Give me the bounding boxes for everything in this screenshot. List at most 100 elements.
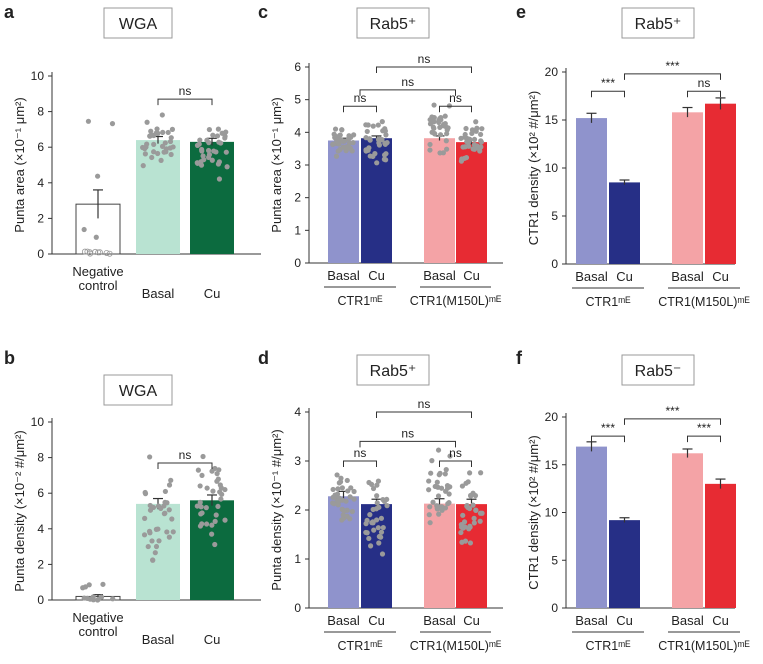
significance-label: *** [665, 404, 679, 418]
significance-label: ns [449, 446, 462, 460]
y-tick-label: 20 [545, 410, 559, 424]
data-point [144, 119, 150, 125]
bar-c-3 [424, 138, 455, 263]
data-point [335, 502, 341, 508]
data-point [427, 141, 433, 148]
data-point [159, 112, 165, 118]
data-point [203, 505, 209, 511]
significance-label: ns [401, 75, 414, 89]
y-tick-label: 3 [294, 158, 301, 172]
panel-d: d Rab5⁺ 0 1 2 3 4 Punta density (×10⁻¹ #/μm²) Ba… [258, 348, 503, 653]
y-tick-label: 6 [37, 486, 44, 500]
data-point [145, 543, 151, 550]
data-point [142, 151, 148, 157]
data-point [210, 488, 216, 494]
significance-bracket [376, 411, 472, 418]
data-point [194, 503, 200, 509]
data-point [437, 124, 443, 130]
chart-title: Rab5⁺ [370, 363, 417, 380]
data-point [147, 502, 153, 509]
data-point [363, 147, 369, 153]
data-point [459, 483, 466, 489]
data-point [443, 138, 449, 144]
data-point [473, 119, 479, 125]
data-point [155, 150, 161, 157]
data-point [344, 477, 350, 484]
data-point [224, 164, 230, 170]
data-point [332, 126, 339, 132]
x-tick-label: Basal [142, 286, 175, 301]
x-tick-label: Basal [671, 613, 704, 628]
data-point [426, 478, 432, 484]
data-point [334, 491, 341, 497]
data-point [462, 538, 469, 544]
data-point [164, 500, 170, 506]
title-box [621, 354, 695, 386]
data-point [151, 141, 157, 147]
data-point [222, 517, 228, 523]
data-point [335, 148, 341, 154]
data-point [149, 538, 155, 544]
y-tick-label: 10 [545, 506, 559, 520]
data-point [364, 517, 370, 524]
data-point [223, 129, 229, 135]
significance-bracket [439, 105, 472, 113]
data-point [333, 153, 340, 159]
data-point [382, 128, 388, 134]
data-point [162, 140, 168, 146]
data-point [474, 125, 480, 131]
data-point [443, 467, 449, 473]
data-point [200, 453, 206, 460]
y-axis-label: CTR1 density (×10² #/μm²) [526, 435, 541, 590]
data-point [374, 500, 380, 506]
data-point [431, 119, 437, 125]
data-point [86, 249, 93, 256]
data-point [374, 493, 380, 499]
panel-letter: f [516, 348, 523, 368]
y-tick-label: 10 [31, 69, 45, 83]
data-point [162, 510, 168, 516]
data-point [153, 543, 160, 550]
data-point [159, 143, 166, 149]
data-point [217, 489, 223, 495]
data-point [209, 522, 215, 528]
significance-bracket [343, 460, 377, 467]
panel-letter: a [4, 2, 15, 22]
y-tick-label: 6 [294, 60, 301, 74]
data-point [341, 508, 347, 514]
data-point [343, 498, 349, 504]
data-point [351, 488, 357, 495]
significance-label: ns [354, 446, 367, 460]
significance-bracket [591, 435, 625, 443]
data-point [199, 472, 205, 479]
data-point [370, 520, 376, 526]
bar-f-2 [609, 520, 640, 608]
data-point [93, 234, 99, 240]
data-point [364, 128, 370, 135]
data-point [458, 529, 464, 536]
data-point [370, 485, 377, 492]
data-point [142, 491, 149, 497]
data-point [344, 513, 350, 519]
x-tick-label: Basal [575, 269, 608, 284]
data-point [163, 149, 169, 155]
data-point [158, 157, 164, 163]
data-point [148, 128, 154, 134]
bar-e-3 [672, 112, 703, 264]
y-tick-label: 4 [37, 176, 44, 190]
y-tick-label: 5 [551, 209, 558, 223]
significance-bracket [687, 90, 721, 98]
significance-label: *** [601, 76, 615, 90]
data-point [95, 173, 101, 179]
data-point [205, 147, 212, 154]
data-point [150, 557, 156, 563]
data-point [471, 136, 478, 142]
panel-b: b WGA 0 2 4 6 8 10 Punta density (×10⁻² #/μm²) Ne… [4, 348, 261, 647]
data-point [430, 499, 436, 505]
data-point [341, 138, 348, 144]
data-point [470, 502, 476, 508]
data-point [373, 517, 380, 523]
y-axis-label: Punta density (×10⁻² #/μm²) [12, 430, 27, 591]
title-box [621, 7, 695, 39]
data-point [340, 512, 346, 518]
